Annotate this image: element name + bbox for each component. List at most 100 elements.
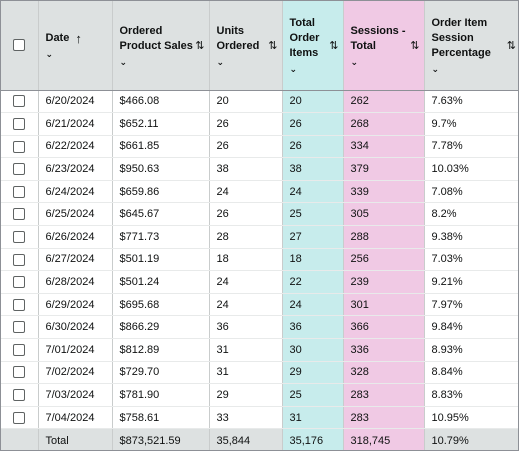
row-checkbox[interactable] bbox=[13, 140, 26, 153]
column-header-order-item-session-percentage[interactable]: Order Item Session Percentage ⌄ ⇅ bbox=[424, 1, 518, 91]
row-select-cell bbox=[1, 270, 39, 294]
chevron-down-icon[interactable]: ⌄ bbox=[431, 64, 440, 75]
cell-ordered-product-sales: $758.61 bbox=[112, 406, 210, 430]
cell-sessions-total: 301 bbox=[343, 293, 425, 317]
row-checkbox[interactable] bbox=[13, 208, 26, 221]
table-row: 6/28/2024 $501.24 24 22 239 9.21% bbox=[1, 270, 518, 294]
cell-units-ordered: 26 bbox=[209, 135, 283, 159]
total-sessions: 318,745 bbox=[343, 428, 425, 450]
chevron-down-icon[interactable]: ⌄ bbox=[289, 64, 298, 75]
cell-sessions-total: 379 bbox=[343, 157, 425, 181]
cell-total-order-items: 36 bbox=[282, 315, 344, 340]
cell-date: 6/24/2024 bbox=[38, 180, 113, 204]
column-header-sessions-total[interactable]: Sessions - Total ⌄ ⇅ bbox=[343, 1, 425, 91]
row-checkbox[interactable] bbox=[13, 298, 26, 311]
cell-ordered-product-sales: $652.11 bbox=[112, 112, 210, 136]
chevron-down-icon[interactable]: ⌄ bbox=[119, 56, 128, 67]
row-select-cell bbox=[1, 112, 39, 136]
cell-sessions-total: 336 bbox=[343, 338, 425, 362]
totals-label: Total bbox=[38, 428, 113, 450]
column-label-units-ordered: Units Ordered bbox=[216, 24, 260, 52]
total-order-item-session-percentage: 10.79% bbox=[424, 428, 518, 450]
cell-ordered-product-sales: $771.73 bbox=[112, 225, 210, 249]
row-checkbox[interactable] bbox=[13, 230, 26, 243]
table-row: 6/30/2024 $866.29 36 36 366 9.84% bbox=[1, 315, 518, 340]
row-select-cell bbox=[1, 361, 39, 385]
row-checkbox[interactable] bbox=[13, 321, 26, 334]
column-header-date[interactable]: Date ↑ ⌄ bbox=[38, 1, 113, 91]
column-header-total-order-items[interactable]: Total Order Items ⌄ ⇅ bbox=[282, 1, 344, 91]
cell-total-order-items: 24 bbox=[282, 293, 344, 317]
chevron-down-icon[interactable]: ⌄ bbox=[216, 56, 225, 67]
cell-units-ordered: 29 bbox=[209, 383, 283, 407]
cell-date: 6/20/2024 bbox=[38, 90, 113, 114]
cell-date: 6/21/2024 bbox=[38, 112, 113, 136]
select-all-checkbox[interactable] bbox=[13, 39, 26, 52]
table-row: 7/02/2024 $729.70 31 29 328 8.84% bbox=[1, 361, 518, 385]
row-select-cell bbox=[1, 90, 39, 114]
cell-sessions-total: 262 bbox=[343, 90, 425, 114]
chevron-down-icon[interactable]: ⌄ bbox=[45, 49, 54, 60]
table-body: 6/20/2024 $466.08 20 20 262 7.63% 6/21/2024 $65… bbox=[1, 90, 518, 430]
cell-total-order-items: 18 bbox=[282, 248, 344, 272]
row-checkbox[interactable] bbox=[13, 343, 26, 356]
row-select-cell bbox=[1, 248, 39, 272]
row-select-cell bbox=[1, 157, 39, 181]
row-checkbox[interactable] bbox=[13, 95, 26, 108]
column-header-ordered-product-sales[interactable]: Ordered Product Sales ⌄ ⇅ bbox=[112, 1, 210, 91]
row-select-cell bbox=[1, 406, 39, 430]
cell-order-item-session-percentage: 9.38% bbox=[424, 225, 518, 249]
row-select-cell bbox=[1, 135, 39, 159]
chevron-down-icon[interactable]: ⌄ bbox=[350, 56, 359, 67]
cell-sessions-total: 288 bbox=[343, 225, 425, 249]
cell-sessions-total: 283 bbox=[343, 406, 425, 430]
cell-order-item-session-percentage: 9.21% bbox=[424, 270, 518, 294]
cell-date: 6/26/2024 bbox=[38, 225, 113, 249]
cell-total-order-items: 24 bbox=[282, 180, 344, 204]
total-order-items: 35,176 bbox=[282, 428, 344, 450]
cell-total-order-items: 30 bbox=[282, 338, 344, 362]
cell-date: 7/04/2024 bbox=[38, 406, 113, 430]
cell-date: 7/03/2024 bbox=[38, 383, 113, 407]
row-checkbox[interactable] bbox=[13, 389, 26, 402]
row-checkbox[interactable] bbox=[13, 411, 26, 424]
cell-date: 7/01/2024 bbox=[38, 338, 113, 362]
cell-units-ordered: 26 bbox=[209, 202, 283, 227]
cell-date: 6/23/2024 bbox=[38, 157, 113, 181]
cell-sessions-total: 366 bbox=[343, 315, 425, 340]
sort-ascending-icon[interactable]: ↑ bbox=[75, 31, 82, 47]
sort-icon[interactable]: ⇅ bbox=[195, 39, 204, 52]
cell-total-order-items: 38 bbox=[282, 157, 344, 181]
cell-units-ordered: 26 bbox=[209, 112, 283, 136]
cell-ordered-product-sales: $729.70 bbox=[112, 361, 210, 385]
sort-icon[interactable]: ⇅ bbox=[268, 39, 277, 52]
row-checkbox[interactable] bbox=[13, 366, 26, 379]
cell-order-item-session-percentage: 9.84% bbox=[424, 315, 518, 340]
cell-order-item-session-percentage: 8.93% bbox=[424, 338, 518, 362]
row-checkbox[interactable] bbox=[13, 163, 26, 176]
cell-ordered-product-sales: $501.19 bbox=[112, 248, 210, 272]
sort-icon[interactable]: ⇅ bbox=[410, 39, 419, 52]
sort-icon[interactable]: ⇅ bbox=[506, 39, 516, 52]
cell-order-item-session-percentage: 7.97% bbox=[424, 293, 518, 317]
row-checkbox[interactable] bbox=[13, 185, 26, 198]
column-header-units-ordered[interactable]: Units Ordered ⌄ ⇅ bbox=[209, 1, 283, 91]
row-checkbox[interactable] bbox=[13, 253, 26, 266]
table-row: 6/24/2024 $659.86 24 24 339 7.08% bbox=[1, 180, 518, 204]
cell-order-item-session-percentage: 10.03% bbox=[424, 157, 518, 181]
row-checkbox[interactable] bbox=[13, 276, 26, 289]
table-row: 6/26/2024 $771.73 28 27 288 9.38% bbox=[1, 225, 518, 249]
cell-total-order-items: 31 bbox=[282, 406, 344, 430]
cell-date: 6/27/2024 bbox=[38, 248, 113, 272]
cell-units-ordered: 31 bbox=[209, 361, 283, 385]
cell-sessions-total: 268 bbox=[343, 112, 425, 136]
cell-total-order-items: 22 bbox=[282, 270, 344, 294]
row-checkbox[interactable] bbox=[13, 117, 26, 130]
cell-total-order-items: 20 bbox=[282, 90, 344, 114]
cell-sessions-total: 334 bbox=[343, 135, 425, 159]
sort-icon[interactable]: ⇅ bbox=[329, 39, 338, 52]
cell-units-ordered: 20 bbox=[209, 90, 283, 114]
cell-ordered-product-sales: $659.86 bbox=[112, 180, 210, 204]
cell-units-ordered: 18 bbox=[209, 248, 283, 272]
